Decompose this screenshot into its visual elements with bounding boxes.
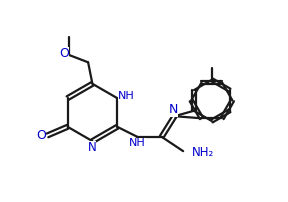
Text: O: O — [59, 47, 69, 60]
Text: NH: NH — [129, 138, 146, 148]
Text: O: O — [36, 129, 46, 142]
Text: N: N — [88, 141, 96, 154]
Text: N: N — [168, 103, 178, 116]
Text: NH₂: NH₂ — [192, 146, 215, 159]
Text: NH: NH — [118, 91, 135, 101]
